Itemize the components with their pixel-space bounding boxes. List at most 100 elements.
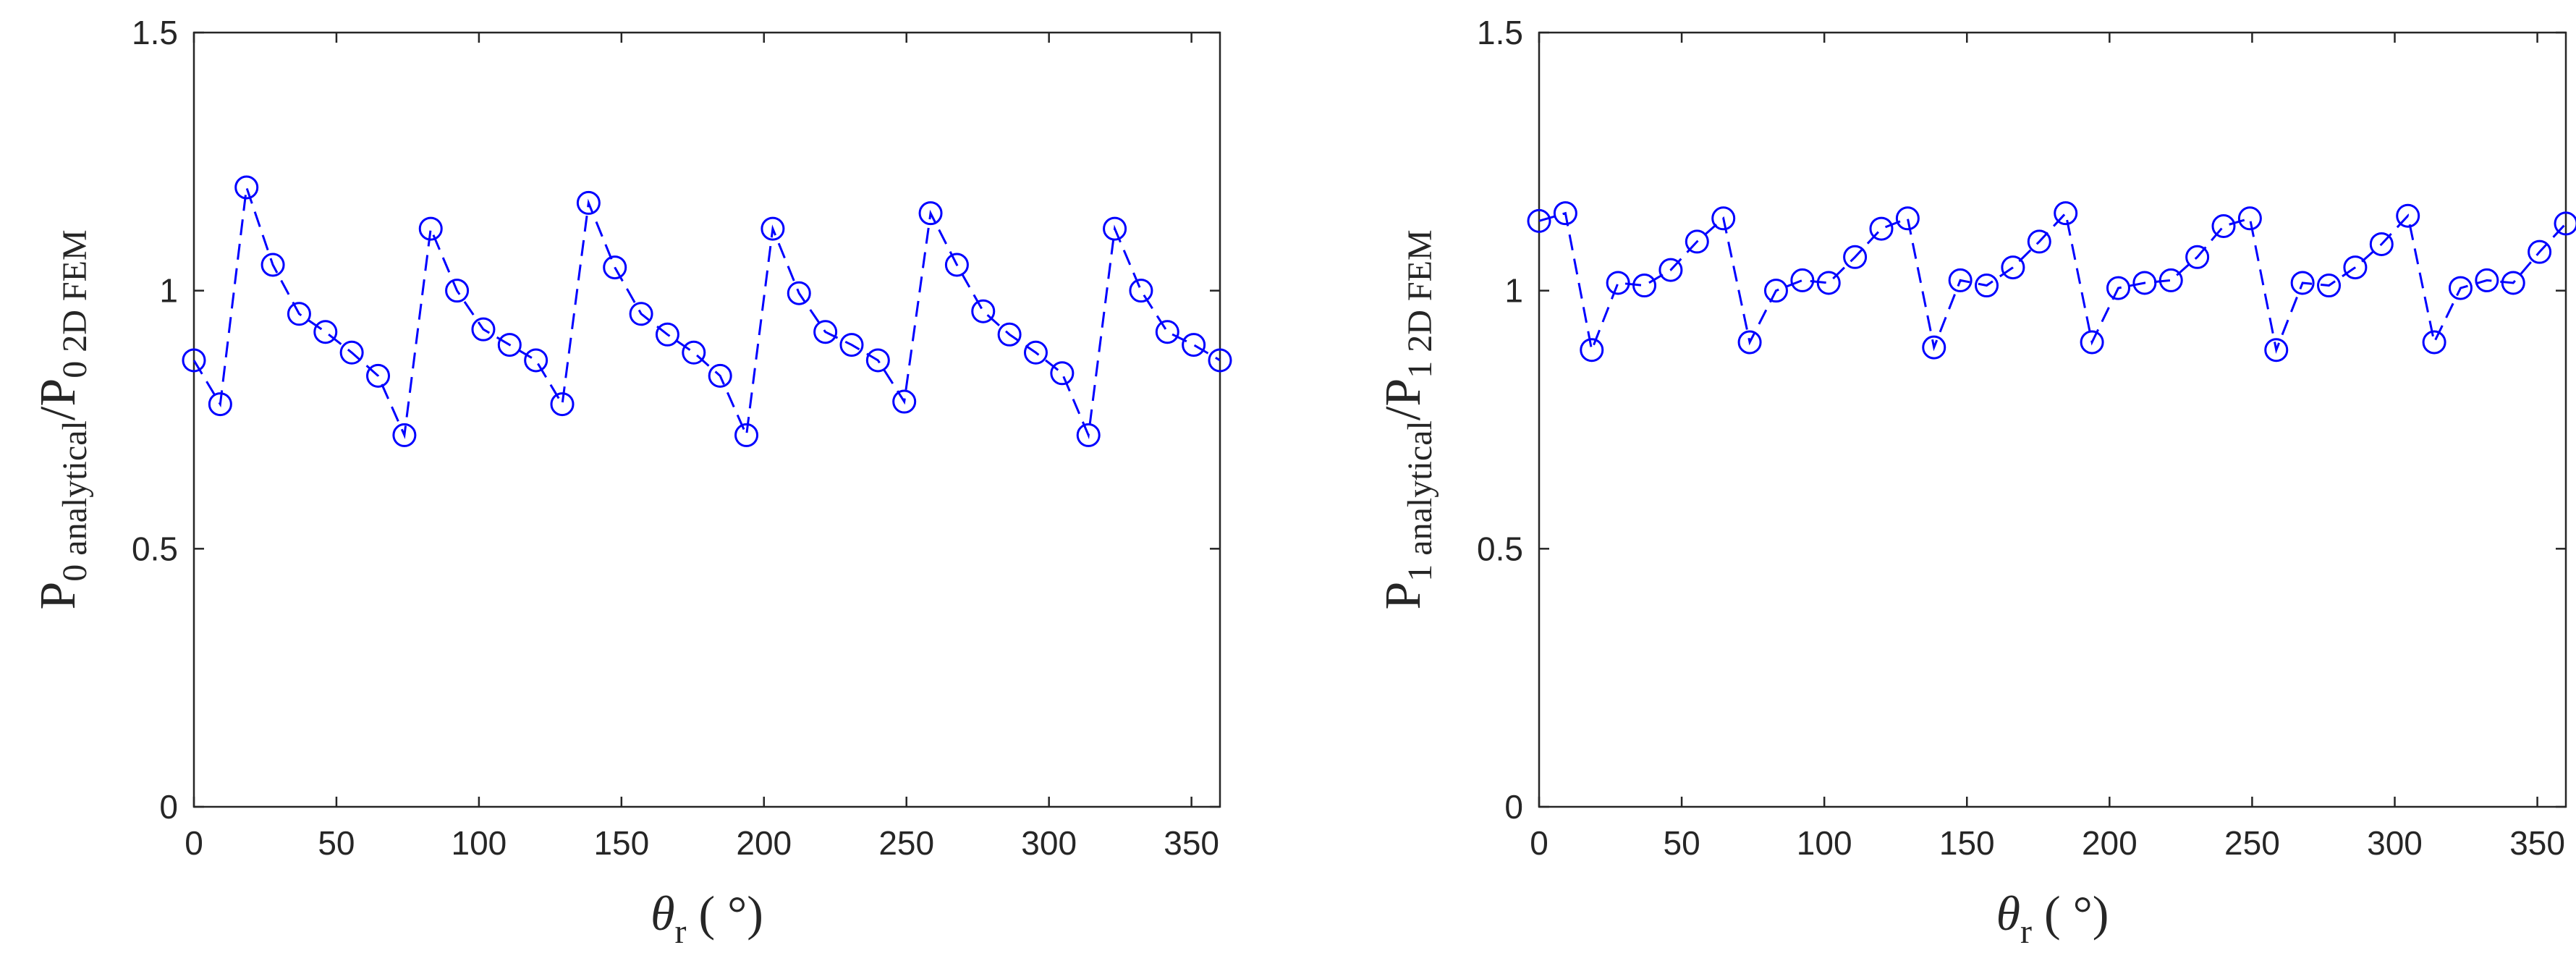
- data-point: [2080, 330, 2104, 355]
- x-tick-label: 350: [1164, 824, 1219, 862]
- data-point: [1975, 274, 1999, 298]
- data-point: [1155, 320, 1179, 344]
- x-tick-label: 300: [1021, 824, 1077, 862]
- data-point: [1843, 245, 1868, 269]
- data-point: [497, 333, 522, 357]
- data-point: [1023, 340, 1048, 365]
- data-point: [2343, 255, 2368, 280]
- data-point: [839, 333, 864, 357]
- data-point: [2027, 229, 2051, 254]
- series-line: [1538, 211, 2567, 355]
- x-axis-label: θr ( °): [651, 886, 763, 951]
- data-point: [1553, 201, 1577, 226]
- data-point: [471, 317, 496, 342]
- data-point: [339, 340, 364, 365]
- x-tick-label: 0: [1530, 824, 1548, 862]
- data-point: [2475, 268, 2499, 292]
- y-axis-label: P1 analytical/P1 2D FEM: [1376, 229, 1439, 609]
- data-point: [2290, 271, 2315, 295]
- data-point: [182, 348, 206, 373]
- data-point: [260, 253, 285, 277]
- x-tick-label: 350: [2509, 824, 2565, 862]
- data-point: [2369, 232, 2394, 256]
- chart-1: 0 50 100 150 200 250 300 350 0 0.5 1 1.5 θr ( °) P0 a…: [30, 14, 1232, 951]
- data-point: [760, 216, 785, 241]
- data-point: [1182, 333, 1206, 357]
- data-point: [208, 392, 232, 417]
- data-point: [524, 348, 548, 373]
- data-point: [2211, 214, 2236, 238]
- data-point: [1816, 271, 1841, 295]
- data-point: [2132, 271, 2157, 295]
- x-tick-label: 50: [1663, 824, 1700, 862]
- data-point: [2237, 206, 2262, 231]
- axes-frame: [192, 31, 1221, 808]
- x-tick-label: 200: [736, 824, 792, 862]
- x-tick-label: 150: [593, 824, 649, 862]
- data-point: [2054, 201, 2078, 226]
- data-point: [1580, 338, 1604, 363]
- y-tick-label: 0.5: [1477, 530, 1523, 567]
- y-tick-label: 0.5: [132, 530, 178, 567]
- data-point: [2528, 240, 2552, 264]
- x-tick-label: 100: [1797, 824, 1852, 862]
- data-point: [1076, 423, 1101, 447]
- data-point: [1790, 268, 1815, 292]
- x-axis-label: θr ( °): [1996, 886, 2109, 951]
- y-tick-label: 1: [159, 272, 178, 310]
- data-point: [287, 302, 311, 326]
- data-point: [1869, 216, 1894, 241]
- axes-frame: [1538, 31, 2567, 808]
- data-point: [445, 279, 470, 303]
- data-point: [734, 423, 759, 447]
- data-point: [603, 255, 627, 280]
- chart-2: 0 50 100 150 200 250 300 350 0 0.5 1 1.5 θr ( °) P1 a…: [1376, 14, 2576, 951]
- data-point: [1763, 279, 1788, 303]
- data-point: [1208, 348, 1232, 373]
- data-point: [1895, 206, 1920, 231]
- data-point: [813, 320, 838, 344]
- data-point: [865, 348, 890, 373]
- data-point: [1658, 258, 1683, 282]
- data-point: [392, 423, 417, 447]
- data-point: [2185, 245, 2210, 269]
- data-point: [682, 340, 706, 365]
- y-tick-label: 0: [159, 788, 178, 826]
- data-point: [997, 322, 1022, 347]
- data-point: [1050, 361, 1075, 386]
- data-point: [234, 175, 259, 200]
- series-line: [192, 187, 1221, 440]
- x-tick-label: 250: [2224, 824, 2280, 862]
- data-point: [655, 322, 679, 347]
- data-point: [2106, 276, 2130, 300]
- data-point: [787, 281, 811, 305]
- data-point: [2554, 211, 2576, 236]
- y-tick-label: 1.5: [1477, 14, 1523, 51]
- data-point: [1606, 271, 1630, 295]
- data-point: [2448, 276, 2473, 300]
- x-tick-label: 50: [318, 824, 355, 862]
- x-tick-label: 250: [878, 824, 934, 862]
- data-point: [1685, 229, 1709, 254]
- y-tick-label: 1.5: [132, 14, 178, 51]
- data-point: [2158, 268, 2183, 292]
- data-point: [1129, 279, 1153, 303]
- x-tick-label: 0: [185, 824, 203, 862]
- data-point: [2501, 271, 2525, 295]
- x-tick-label: 300: [2367, 824, 2423, 862]
- data-point: [550, 392, 575, 417]
- data-point: [1527, 208, 1551, 233]
- data-point: [1922, 335, 1946, 360]
- x-tick-label: 100: [452, 824, 507, 862]
- y-axis-label: P0 analytical/P0 2D FEM: [30, 229, 94, 609]
- data-point: [971, 299, 996, 323]
- data-point: [313, 320, 338, 344]
- data-point: [1737, 330, 1762, 355]
- data-point: [2264, 338, 2289, 363]
- data-point: [366, 363, 391, 388]
- y-tick-label: 1: [1504, 272, 1523, 310]
- data-point: [1103, 216, 1127, 241]
- y-tick-label: 0: [1504, 788, 1523, 826]
- data-point: [918, 201, 943, 226]
